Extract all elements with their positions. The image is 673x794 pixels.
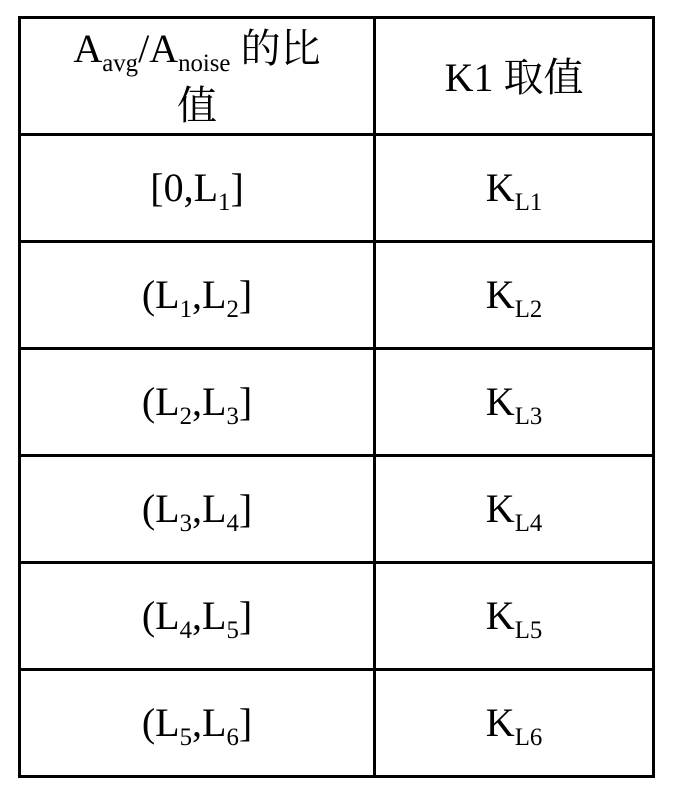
range-a-base: L bbox=[155, 700, 179, 745]
ratio-k1-table: Aavg/Anoise 的比 值 K1 取值 [0,L1] KL1 (L1,L2 bbox=[18, 16, 655, 778]
range-a-base: L bbox=[155, 379, 179, 424]
range-a-sub: 4 bbox=[180, 617, 192, 644]
range-b-sub: 2 bbox=[226, 296, 238, 323]
header-ratio-var1-base: A bbox=[73, 26, 102, 71]
cell-k: KL2 bbox=[375, 242, 654, 349]
table-row: (L1,L2] KL2 bbox=[20, 242, 654, 349]
range-b-sub: 6 bbox=[226, 724, 238, 751]
range-b-base: L bbox=[202, 593, 226, 638]
range-b-sub: 5 bbox=[226, 617, 238, 644]
header-ratio-var2-sub: noise bbox=[178, 50, 230, 77]
range-b-sub: 3 bbox=[226, 403, 238, 430]
range-a-base: L bbox=[155, 272, 179, 317]
k-sub: L4 bbox=[515, 510, 543, 537]
cell-k: KL6 bbox=[375, 670, 654, 777]
header-ratio-suffix1: 的比 bbox=[230, 17, 320, 74]
cell-range: [0,L1] bbox=[20, 135, 375, 242]
k-sub: L1 bbox=[515, 189, 543, 216]
table-header-row: Aavg/Anoise 的比 值 K1 取值 bbox=[20, 18, 654, 135]
cell-range: (L3,L4] bbox=[20, 456, 375, 563]
cell-range: (L4,L5] bbox=[20, 563, 375, 670]
range-comma: , bbox=[192, 272, 202, 317]
table-row: (L4,L5] KL5 bbox=[20, 563, 654, 670]
range-close: ] bbox=[239, 272, 252, 317]
cell-k: KL4 bbox=[375, 456, 654, 563]
header-k1-prefix: K1 bbox=[445, 55, 504, 100]
range-b-base: L bbox=[202, 272, 226, 317]
table-row: (L2,L3] KL3 bbox=[20, 349, 654, 456]
header-ratio: Aavg/Anoise 的比 值 bbox=[20, 18, 375, 135]
k-sub: L5 bbox=[515, 617, 543, 644]
header-ratio-sep: / bbox=[138, 26, 149, 71]
k-base: K bbox=[486, 486, 515, 531]
header-ratio-var2-base: A bbox=[149, 26, 178, 71]
range-open: ( bbox=[142, 379, 155, 424]
range-a-sub: 1 bbox=[180, 296, 192, 323]
range-a-base: L bbox=[155, 593, 179, 638]
table-row: (L5,L6] KL6 bbox=[20, 670, 654, 777]
header-ratio-var1-sub: avg bbox=[102, 50, 138, 77]
range-comma: , bbox=[192, 486, 202, 531]
range-close: ] bbox=[239, 486, 252, 531]
header-k1: K1 取值 bbox=[375, 18, 654, 135]
k-sub: L3 bbox=[515, 403, 543, 430]
cell-range: (L5,L6] bbox=[20, 670, 375, 777]
k-base: K bbox=[486, 272, 515, 317]
k-base: K bbox=[486, 593, 515, 638]
cell-range: (L1,L2] bbox=[20, 242, 375, 349]
k-base: K bbox=[486, 379, 515, 424]
range-a-base: L bbox=[155, 486, 179, 531]
range-open: ( bbox=[142, 593, 155, 638]
range-open: [ bbox=[150, 165, 163, 210]
range-b-sub: 1 bbox=[218, 189, 230, 216]
table-row: [0,L1] KL1 bbox=[20, 135, 654, 242]
range-comma: , bbox=[192, 593, 202, 638]
range-a-sub: 2 bbox=[180, 403, 192, 430]
cell-range: (L2,L3] bbox=[20, 349, 375, 456]
range-b-base: L bbox=[194, 165, 218, 210]
k-sub: L6 bbox=[515, 724, 543, 751]
range-comma: , bbox=[184, 165, 194, 210]
header-ratio-suffix2: 值 bbox=[177, 74, 217, 131]
range-close: ] bbox=[239, 593, 252, 638]
range-close: ] bbox=[239, 700, 252, 745]
cell-k: KL3 bbox=[375, 349, 654, 456]
k-sub: L2 bbox=[515, 296, 543, 323]
cell-k: KL5 bbox=[375, 563, 654, 670]
range-b-base: L bbox=[202, 486, 226, 531]
range-b-base: L bbox=[202, 379, 226, 424]
table-row: (L3,L4] KL4 bbox=[20, 456, 654, 563]
range-comma: , bbox=[192, 379, 202, 424]
k-base: K bbox=[486, 700, 515, 745]
header-k1-suffix: 取值 bbox=[503, 46, 583, 103]
range-b-sub: 4 bbox=[226, 510, 238, 537]
range-open: ( bbox=[142, 486, 155, 531]
range-open: ( bbox=[142, 272, 155, 317]
range-close: ] bbox=[239, 379, 252, 424]
range-b-base: L bbox=[202, 700, 226, 745]
range-open: ( bbox=[142, 700, 155, 745]
range-a-sub: 3 bbox=[180, 510, 192, 537]
range-a-base: 0 bbox=[164, 165, 184, 210]
cell-k: KL1 bbox=[375, 135, 654, 242]
range-close: ] bbox=[230, 165, 243, 210]
range-comma: , bbox=[192, 700, 202, 745]
range-a-sub: 5 bbox=[180, 724, 192, 751]
k-base: K bbox=[486, 165, 515, 210]
